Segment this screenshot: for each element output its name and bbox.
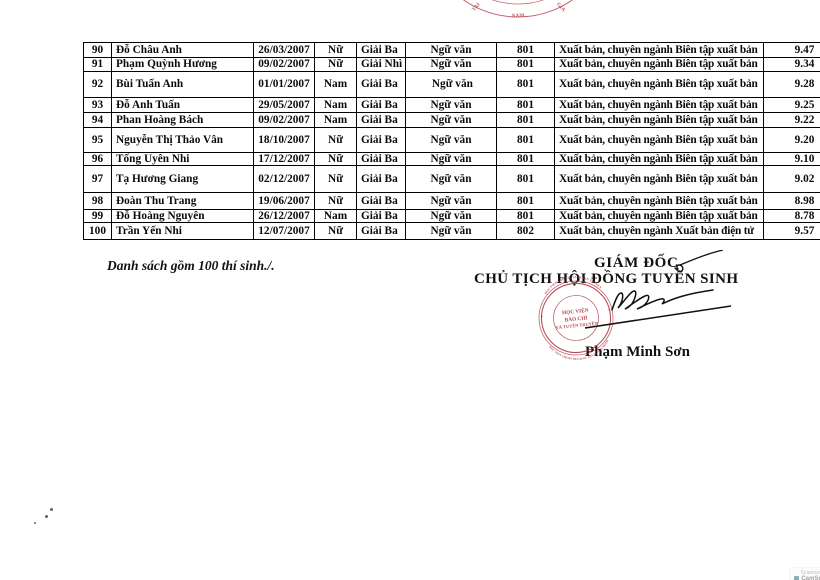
svg-text:TAI: TAI — [471, 2, 482, 13]
svg-text:NAM: NAM — [512, 13, 525, 19]
svg-text:GIA: GIA — [555, 2, 566, 14]
svg-text:★: ★ — [540, 314, 543, 318]
